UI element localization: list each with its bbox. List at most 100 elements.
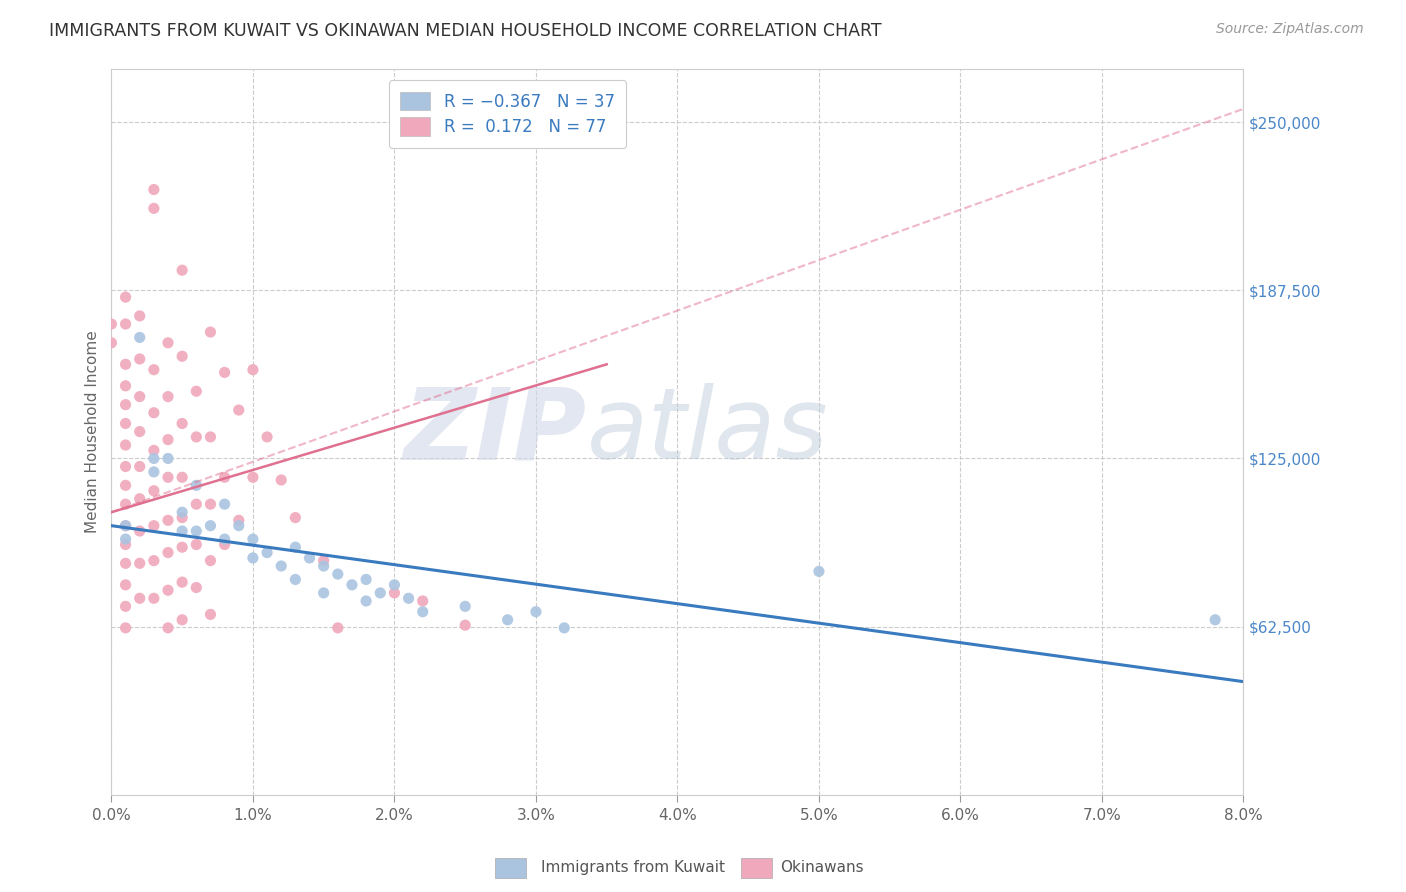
Point xyxy=(114,417,136,431)
Point xyxy=(412,605,434,619)
Point xyxy=(142,202,165,216)
Point xyxy=(142,591,165,606)
Point xyxy=(142,443,165,458)
Point xyxy=(172,263,194,277)
Point xyxy=(114,621,136,635)
Point xyxy=(172,510,194,524)
Point xyxy=(340,578,363,592)
Text: Source: ZipAtlas.com: Source: ZipAtlas.com xyxy=(1216,22,1364,37)
Point xyxy=(114,290,136,304)
Point xyxy=(186,524,208,538)
Text: IMMIGRANTS FROM KUWAIT VS OKINAWAN MEDIAN HOUSEHOLD INCOME CORRELATION CHART: IMMIGRANTS FROM KUWAIT VS OKINAWAN MEDIA… xyxy=(49,22,882,40)
Point xyxy=(114,557,136,571)
Text: atlas: atlas xyxy=(586,383,828,480)
Point xyxy=(114,438,136,452)
Point xyxy=(156,433,179,447)
Point xyxy=(384,578,406,592)
Point xyxy=(412,594,434,608)
Point xyxy=(100,317,122,331)
Point xyxy=(214,537,236,551)
Point xyxy=(114,518,136,533)
Point xyxy=(114,537,136,551)
Point xyxy=(128,309,150,323)
Point xyxy=(172,470,194,484)
Point xyxy=(100,335,122,350)
Point xyxy=(326,567,349,582)
Point xyxy=(200,325,222,339)
Point xyxy=(156,451,179,466)
Point xyxy=(156,545,179,559)
Point xyxy=(1204,613,1226,627)
Point xyxy=(142,362,165,376)
Point xyxy=(114,518,136,533)
Point xyxy=(114,497,136,511)
Point xyxy=(270,559,292,574)
Point xyxy=(200,607,222,622)
Point xyxy=(172,524,194,538)
Point xyxy=(114,578,136,592)
Point xyxy=(312,586,335,600)
Point xyxy=(156,335,179,350)
Point xyxy=(807,565,830,579)
Point xyxy=(242,532,264,546)
Point xyxy=(242,362,264,376)
Point xyxy=(128,524,150,538)
Point xyxy=(142,483,165,498)
Point xyxy=(142,406,165,420)
Point xyxy=(114,379,136,393)
Point xyxy=(228,403,250,417)
Point xyxy=(284,510,307,524)
Point xyxy=(368,586,391,600)
Point xyxy=(354,594,377,608)
Point xyxy=(354,573,377,587)
Point xyxy=(128,491,150,506)
Point xyxy=(114,317,136,331)
Point xyxy=(284,540,307,554)
Point xyxy=(200,497,222,511)
Point xyxy=(312,559,335,574)
Point xyxy=(142,554,165,568)
Point xyxy=(128,351,150,366)
Point xyxy=(186,478,208,492)
Point xyxy=(128,390,150,404)
Point xyxy=(172,613,194,627)
Point xyxy=(156,621,179,635)
Point xyxy=(214,470,236,484)
Point xyxy=(186,497,208,511)
Point xyxy=(128,330,150,344)
Point xyxy=(214,365,236,379)
Point xyxy=(142,182,165,196)
Point xyxy=(142,465,165,479)
Point xyxy=(114,478,136,492)
Point xyxy=(128,459,150,474)
Text: Immigrants from Kuwait: Immigrants from Kuwait xyxy=(541,860,725,874)
Point xyxy=(142,451,165,466)
Point xyxy=(312,554,335,568)
Point xyxy=(496,613,519,627)
Point xyxy=(200,518,222,533)
Point xyxy=(128,591,150,606)
Text: Okinawans: Okinawans xyxy=(780,860,863,874)
Point xyxy=(326,621,349,635)
Point xyxy=(128,425,150,439)
Point xyxy=(142,518,165,533)
Point xyxy=(172,417,194,431)
Point xyxy=(156,513,179,527)
Point xyxy=(114,599,136,614)
Point xyxy=(454,599,477,614)
Point xyxy=(114,398,136,412)
Point xyxy=(186,537,208,551)
Point xyxy=(186,430,208,444)
Legend: R = −0.367   N = 37, R =  0.172   N = 77: R = −0.367 N = 37, R = 0.172 N = 77 xyxy=(389,80,627,148)
Point xyxy=(156,390,179,404)
Point xyxy=(384,586,406,600)
Point xyxy=(256,545,278,559)
Point xyxy=(256,430,278,444)
Point xyxy=(200,430,222,444)
Point xyxy=(156,470,179,484)
Point xyxy=(156,583,179,598)
Point xyxy=(172,349,194,363)
Point xyxy=(270,473,292,487)
Point xyxy=(398,591,420,606)
Point xyxy=(114,532,136,546)
